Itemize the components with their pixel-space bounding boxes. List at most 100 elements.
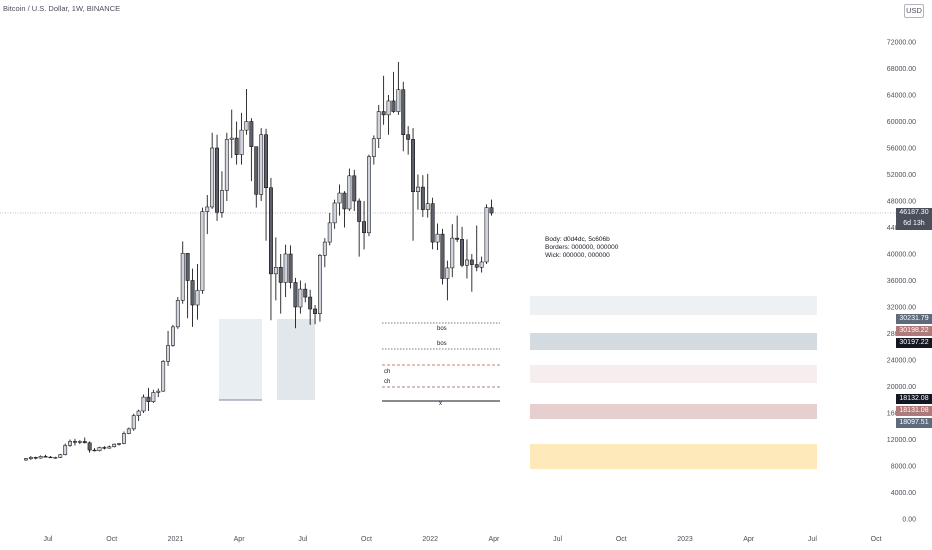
candle-body <box>376 111 381 139</box>
candle-body <box>151 392 156 402</box>
candle-body <box>200 211 205 291</box>
candle-body <box>175 300 180 328</box>
candle <box>445 260 450 301</box>
price-axis[interactable]: 0.004000.008000.0012000.0016000.0020000.… <box>887 40 916 524</box>
candle-body <box>171 326 175 346</box>
candle-body <box>224 139 229 191</box>
candle-body <box>430 203 435 243</box>
candle-body <box>77 441 82 443</box>
candle-body <box>303 288 308 298</box>
candle-body <box>362 221 367 234</box>
candle-body <box>445 267 450 279</box>
candle <box>82 437 87 444</box>
candle <box>308 289 313 325</box>
candle <box>352 169 357 211</box>
candle <box>224 132 229 201</box>
candle-body <box>332 202 337 224</box>
candle-body <box>469 259 474 265</box>
candle <box>107 445 112 449</box>
price-tag: 18097.51 <box>896 418 932 428</box>
candle <box>112 443 117 448</box>
price-tag: 30198.22 <box>896 326 932 336</box>
candle <box>190 268 195 327</box>
candle <box>131 413 136 431</box>
candle <box>371 135 376 165</box>
zone-band-1 <box>530 296 817 315</box>
candle-body <box>435 233 440 243</box>
candle <box>24 458 28 461</box>
candles[interactable] <box>24 61 494 461</box>
candle <box>303 283 308 303</box>
currency-button[interactable]: USD <box>904 4 924 18</box>
time-axis[interactable]: Jul Oct 2021 Apr Jul Oct 2022 Apr Jul Oct 2023 Apr J… <box>44 536 882 543</box>
ch-label-1: ch <box>384 369 390 375</box>
style-note: Body: d0d4dc, 5c606b Borders: 000000, 00… <box>545 236 618 259</box>
candle-body <box>161 361 166 392</box>
candle-body <box>269 187 273 275</box>
candle-body <box>337 192 342 204</box>
candle <box>469 254 474 292</box>
price-tick-label: 0.00 <box>902 517 916 524</box>
price-tick-label: 24000.00 <box>887 358 916 365</box>
candle-body <box>131 415 136 430</box>
candle-body <box>322 241 327 256</box>
candle <box>425 173 430 218</box>
candle <box>63 443 68 456</box>
candle <box>264 128 269 241</box>
candle <box>180 241 185 304</box>
style-note-line: Borders: 000000, 000000 <box>545 243 619 251</box>
price-tick-label: 56000.00 <box>887 146 916 153</box>
candle <box>92 448 97 452</box>
price-tick-label: 32000.00 <box>887 305 916 312</box>
time-tick-label: Oct <box>106 536 117 543</box>
candle-body <box>460 239 465 266</box>
candle <box>367 154 371 237</box>
candle-body <box>391 100 396 112</box>
candle <box>283 244 288 298</box>
time-tick-label: Apr <box>743 536 755 543</box>
candle <box>146 387 151 412</box>
candle <box>474 225 479 272</box>
candle <box>102 446 107 450</box>
candle-body <box>215 147 220 213</box>
candle <box>141 394 146 413</box>
candle <box>484 204 489 264</box>
candle-body <box>185 253 190 281</box>
candle-body <box>318 255 322 314</box>
candle <box>313 305 318 325</box>
time-tick-label: Oct <box>361 536 372 543</box>
candle <box>411 128 416 241</box>
price-tick-label: 40000.00 <box>887 252 916 259</box>
candle-body <box>465 259 469 266</box>
time-tick-label: Oct <box>871 536 882 543</box>
candle-body <box>298 288 303 308</box>
candle-body <box>273 267 278 275</box>
candle-body <box>254 146 259 195</box>
price-tick-label: 8000.00 <box>891 464 916 471</box>
time-tick-label: Apr <box>234 536 246 543</box>
time-tick-label: Oct <box>616 536 627 543</box>
candle <box>229 109 234 158</box>
price-tag: 30197.22 <box>896 338 932 348</box>
candle-body <box>425 203 430 210</box>
candle-body <box>347 175 352 210</box>
price-tick-label: 52000.00 <box>887 172 916 179</box>
candle-body <box>87 442 92 451</box>
candle <box>386 95 391 135</box>
price-tick-label: 4000.00 <box>891 490 916 497</box>
candle <box>185 253 190 319</box>
candle-body <box>381 111 386 116</box>
candle-body <box>156 390 161 393</box>
price-tick-label: 36000.00 <box>887 278 916 285</box>
ch-label-2: ch <box>384 379 390 385</box>
candle-body <box>68 441 72 446</box>
candle-body <box>239 129 244 155</box>
candle-body <box>401 89 406 135</box>
candle-body <box>489 207 494 214</box>
candle <box>337 184 342 216</box>
candle-body <box>205 206 210 212</box>
candle-body <box>107 446 112 449</box>
candle-body <box>278 267 283 283</box>
time-tick-label: Apr <box>488 536 500 543</box>
